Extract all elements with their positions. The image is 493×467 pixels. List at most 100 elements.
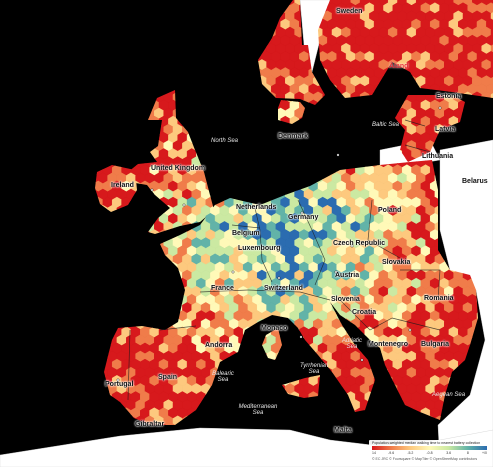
hex-cell [364, 407, 375, 419]
hex-cell [462, 91, 473, 103]
hex-cell [37, 51, 46, 62]
hex-cell [75, 424, 84, 435]
hex-cell [149, 34, 160, 47]
hex-cell [37, 100, 46, 111]
hex-cell [458, 375, 468, 387]
hex-cell [70, 302, 79, 313]
hex-cell [47, 213, 56, 224]
hex-cell [5, 92, 14, 103]
hex-cell [130, 277, 141, 290]
hex-cell [107, 75, 118, 87]
hex-cell [75, 343, 84, 354]
hex-cell [42, 205, 51, 216]
hex-cell [51, 416, 60, 427]
hex-cell [247, 350, 258, 363]
hex-cell [280, 115, 291, 128]
hex-cell [116, 269, 127, 282]
hex-cell [51, 92, 60, 103]
hex-cell [51, 335, 60, 346]
hex-cell [149, 261, 160, 273]
hex-cell [308, 407, 319, 419]
hex-cell [224, 148, 235, 160]
hex-cell [107, 204, 118, 217]
hex-cell [130, 83, 141, 95]
hex-cell [233, 164, 244, 176]
hex-cell [144, 140, 155, 152]
hex-cell [383, 391, 394, 403]
hex-cell [56, 278, 65, 289]
hex-cell [80, 351, 89, 362]
hex-cell [102, 245, 113, 257]
hex-cell [107, 140, 118, 152]
hex-cell [378, 415, 389, 425]
hex-cell [33, 367, 42, 378]
hex-cell [420, 407, 431, 419]
hex-cell [126, 26, 136, 39]
hex-cell [5, 140, 14, 151]
hex-cell [247, 334, 258, 346]
hex-cell [186, 115, 197, 128]
hex-cell [14, 383, 23, 394]
hex-cell [266, 366, 277, 379]
hex-cell [33, 0, 42, 5]
hex-cell [135, 10, 146, 22]
hex-cell [42, 0, 51, 5]
hex-cell [140, 51, 150, 63]
hex-cell [453, 366, 464, 379]
hex-cell [238, 26, 249, 39]
hex-cell [481, 91, 492, 103]
hex-cell [280, 391, 291, 403]
hex-cell [392, 407, 403, 419]
hex-cell [280, 132, 291, 144]
hex-cell [33, 11, 42, 22]
hex-cell [331, 383, 342, 395]
hex-cell [228, 75, 239, 87]
hex-cell [172, 285, 183, 298]
hex-cell [33, 270, 42, 281]
hex-cell [84, 116, 93, 127]
hex-cell [95, 67, 104, 79]
hex-cell [75, 294, 84, 305]
hex-cell [233, 115, 244, 128]
hex-cell [33, 286, 42, 297]
hex-cell [56, 19, 65, 30]
hex-cell [154, 318, 164, 330]
hex-cell [97, 383, 108, 395]
hex-cell [61, 383, 70, 394]
hex-cell [51, 319, 60, 330]
hex-cell [102, 18, 113, 30]
hex-cell [219, 91, 230, 103]
hex-cell [0, 189, 5, 200]
hex-cell [97, 26, 108, 39]
hex-cell [75, 230, 84, 241]
hex-cell [149, 67, 160, 79]
hex-cell [331, 156, 342, 168]
hex-cell [266, 0, 277, 6]
hex-cell [33, 302, 42, 313]
hex-cell [97, 285, 108, 298]
hex-cell [9, 181, 18, 192]
hex-cell [210, 26, 221, 39]
hex-cell [47, 84, 56, 95]
hex-cell [97, 107, 108, 120]
hex-cell [242, 99, 253, 111]
hex-cell [135, 204, 146, 217]
hex-cell [140, 261, 150, 273]
hex-cell [66, 262, 75, 273]
hex-cell [289, 358, 300, 371]
legend-tick: -5.2 [407, 451, 414, 455]
hex-cell [196, 83, 207, 95]
hex-cell [70, 0, 79, 5]
hex-cell [130, 34, 141, 47]
hex-cell [37, 116, 46, 127]
hex-cell [126, 302, 136, 314]
hex-cell [462, 366, 473, 379]
hex-cell [28, 230, 37, 241]
legend-title: Population-weighted median walking time … [372, 441, 481, 445]
hex-cell [0, 0, 5, 5]
hex-cell [14, 108, 23, 119]
hex-cell [275, 0, 286, 6]
hex-cell [84, 197, 93, 208]
hex-cell [84, 230, 93, 241]
